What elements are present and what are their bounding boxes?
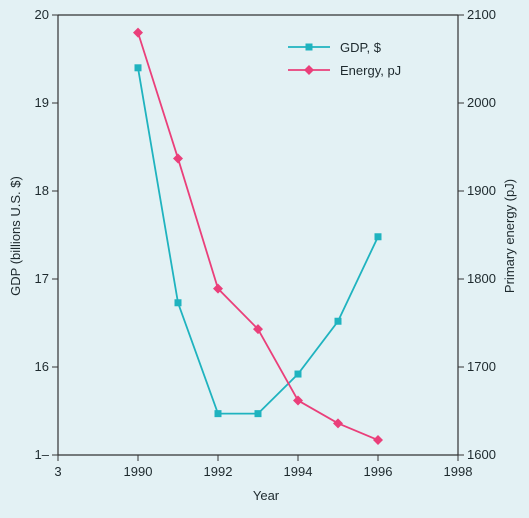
legend-label: GDP, $ — [340, 40, 382, 55]
data-point — [334, 317, 342, 325]
data-point — [133, 27, 143, 38]
y-right-tick-label: 1900 — [467, 183, 496, 198]
data-point — [174, 299, 182, 307]
y-right-tick-label: 2100 — [467, 7, 496, 22]
data-point — [213, 283, 223, 294]
y-left-tick-label: 1– — [35, 447, 50, 462]
series-line — [137, 67, 379, 415]
data-point — [134, 64, 142, 72]
y-left-tick-label: 18 — [35, 183, 49, 198]
x-tick-label: 3 — [54, 464, 61, 479]
x-tick-label: 1994 — [284, 464, 313, 479]
x-tick-label: 1992 — [204, 464, 233, 479]
x-tick-label: 1996 — [364, 464, 393, 479]
axis-ticks: 1– 16 17 18 19 20 1600 1700 1800 1900 2000 2100 3 199… — [35, 7, 496, 479]
data-point — [333, 418, 343, 429]
legend-item: GDP, $ — [288, 40, 382, 55]
legend-swatch-marker — [305, 43, 313, 51]
y-axis-right-title: Primary energy (pJ) — [502, 179, 517, 293]
x-tick-label: 1990 — [124, 464, 153, 479]
y-right-tick-label: 1600 — [467, 447, 496, 462]
series-layer — [133, 27, 383, 446]
x-tick-label: 1998 — [444, 464, 473, 479]
y-right-tick-label: 2000 — [467, 95, 496, 110]
data-point — [214, 410, 222, 418]
data-point — [254, 410, 262, 418]
y-left-tick-label: 20 — [35, 7, 49, 22]
series-gdp — [134, 64, 382, 418]
y-right-tick-label: 1800 — [467, 271, 496, 286]
data-point — [294, 370, 302, 378]
series-energy — [133, 27, 383, 446]
plot-frame — [57, 14, 459, 456]
y-axis-left-title: GDP (billions U.S. $) — [8, 176, 23, 296]
legend: GDP, $ Energy, pJ — [288, 40, 401, 78]
y-left-tick-label: 17 — [35, 271, 49, 286]
y-left-tick-label: 16 — [35, 359, 49, 374]
data-point — [253, 324, 263, 335]
legend-swatch-marker — [304, 65, 314, 75]
data-point — [293, 395, 303, 406]
legend-label: Energy, pJ — [340, 63, 401, 78]
data-point — [373, 435, 383, 446]
y-left-tick-label: 19 — [35, 95, 49, 110]
data-point — [374, 233, 382, 241]
series-line — [137, 32, 379, 441]
y-right-tick-label: 1700 — [467, 359, 496, 374]
x-axis-title: Year — [253, 488, 280, 503]
legend-item: Energy, pJ — [288, 63, 401, 78]
data-point — [173, 153, 183, 164]
